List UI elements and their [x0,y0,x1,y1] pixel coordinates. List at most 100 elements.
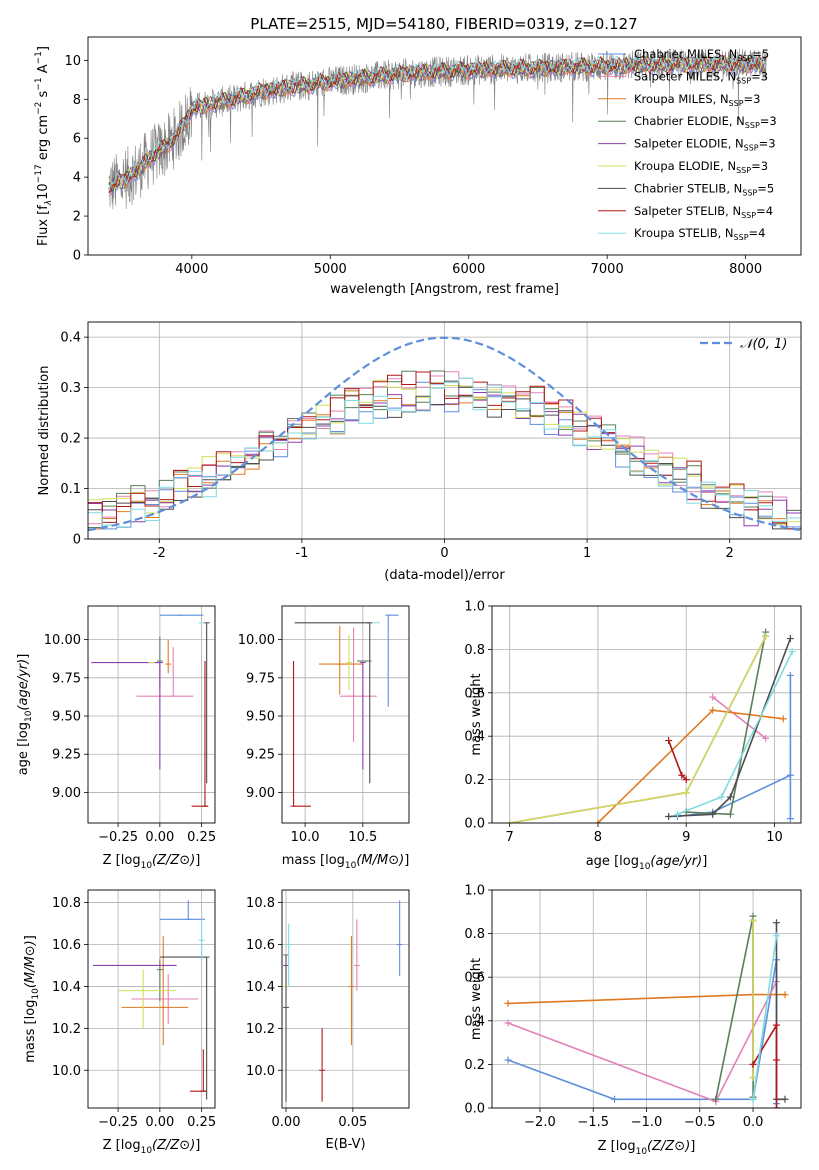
series-marker [506,819,514,823]
x-tick-label: 5000 [314,262,347,277]
series-marker [749,1060,757,1068]
x-tick-label: 4000 [175,262,208,277]
series-marker [726,793,734,801]
axes-frame [281,889,410,1109]
x-tick-label: 6000 [452,262,485,277]
point-chabrier_elodie [156,959,163,1002]
y-axis-label: Flux [fλ10−17 erg cm−2 s−1 A−1] [34,46,54,246]
y-tick-label: 1.0 [464,600,485,615]
point-chabrier_miles [159,900,205,920]
point-salpeter_elodie [359,662,366,770]
axes-age_vs_mass: 10.0 10.5 9.00 9.25 9.50 9.75 10.00 mass [log10… [238,605,410,871]
series-marker [781,1095,789,1103]
x-tick-label: −1.0 [631,1115,663,1130]
series-marker [786,815,794,823]
legend-entry: Salpeter STELIB, NSSP=4 [634,204,773,220]
y-axis-label: Normed distribution [37,366,52,496]
point-kroupa_miles [318,625,363,695]
point-kroupa_stelib [285,923,292,987]
axes-frame [281,605,410,824]
x-tick-label: -1 [295,546,308,561]
legend-entry: Chabrier STELIB, NSSP=5 [634,181,774,197]
point-salpeter_elodie [91,661,163,770]
axes-mass_vs_ebv: 0.00 0.05 10.0 10.2 10.4 10.6 10.8 E(B-V) [246,889,410,1152]
series-marker [788,648,796,656]
axes-frame [87,605,216,824]
y-tick-label: 10.00 [44,633,81,648]
x-axis-label: (data-model)/error [384,568,505,583]
model-line-kroupa_elodie [108,55,766,191]
series-line [509,636,767,823]
series-marker [504,999,512,1007]
x-tick-label: 10 [766,830,783,845]
x-tick-label: 8 [594,830,602,845]
series-marker [718,793,726,801]
figure-title: PLATE=2515, MJD=54180, FIBERID=0319, z=0… [250,15,637,33]
series-line [715,916,754,1100]
series-line [507,959,778,1104]
legend-entry: Salpeter MILES, NSSP=3 [634,69,768,85]
series-kroupa_stelib [749,932,780,1103]
y-tick-label: 6 [73,132,81,147]
series-marker [504,1056,512,1064]
plot-area-weight_vs_Z [504,912,789,1108]
axes-frame [491,605,802,824]
series-line [712,696,767,740]
point-salpeter_miles [353,919,360,991]
y-tick-label: 9.75 [246,671,275,686]
legend-entry: Chabrier MILES, NSSP=5 [634,47,769,63]
x-tick-label: 0.00 [145,830,174,845]
point-kroupa_elodie [118,969,177,1029]
model-line-kroupa_stelib [108,53,767,192]
x-tick-label: −0.25 [98,830,138,845]
series-marker [772,1056,780,1064]
x-tick-label: 8000 [729,262,762,277]
y-tick-label: 0 [73,533,81,548]
series-line [509,636,767,823]
axes-frame [87,36,802,256]
plot-area-age_vs_mass [290,614,399,807]
x-tick-label: 0 [440,546,448,561]
x-tick-label: 7 [506,830,514,845]
model-line-chabrier_stelib [108,54,767,192]
series-kroupa_stelib [673,648,796,818]
point-kroupa_elodie [345,635,352,691]
point-kroupa_miles [348,936,355,1046]
series-chabrier_elodie [712,912,757,1103]
series-marker [682,789,690,797]
series-marker [772,1104,780,1108]
y-tick-label: 9.25 [52,748,81,763]
point-salpeter_stelib [290,661,311,807]
series-marker [504,1019,512,1027]
series-marker [749,917,757,925]
y-tick-label: 10.8 [52,896,81,911]
y-tick-label: 0.2 [60,432,81,447]
series-marker [779,715,787,723]
point-chabrier_stelib [203,622,210,784]
series-marker [772,1021,780,1029]
y-tick-label: 0.8 [464,927,485,942]
series-marker [781,991,789,999]
x-axis-label: E(B-V) [325,1137,365,1152]
x-axis-label: mass [log10(M/M⊙)] [282,853,410,871]
series-marker [762,632,770,640]
series-kroupa_elodie [749,917,757,1081]
series-line [752,1022,778,1108]
y-tick-label: 0 [73,249,81,264]
series-marker [709,706,717,714]
series-line [667,740,687,781]
plot-area-mass_vs_Z [93,900,210,1100]
point-salpeter_miles [339,627,377,743]
y-tick-label: 0.4 [464,1014,485,1029]
series-marker [786,671,794,679]
x-tick-label: 2 [726,546,734,561]
series-marker [786,635,794,643]
y-tick-label: 10.4 [246,980,275,995]
x-tick-label: 0.00 [272,1115,301,1130]
point-chabrier_stelib [159,956,210,1100]
series-marker [749,1073,757,1081]
histogram-kroupa_stelib [88,377,801,528]
y-tick-label: 10.00 [238,633,275,648]
y-tick-label: 10.6 [246,938,275,953]
point-chabrier_stelib [294,622,373,784]
